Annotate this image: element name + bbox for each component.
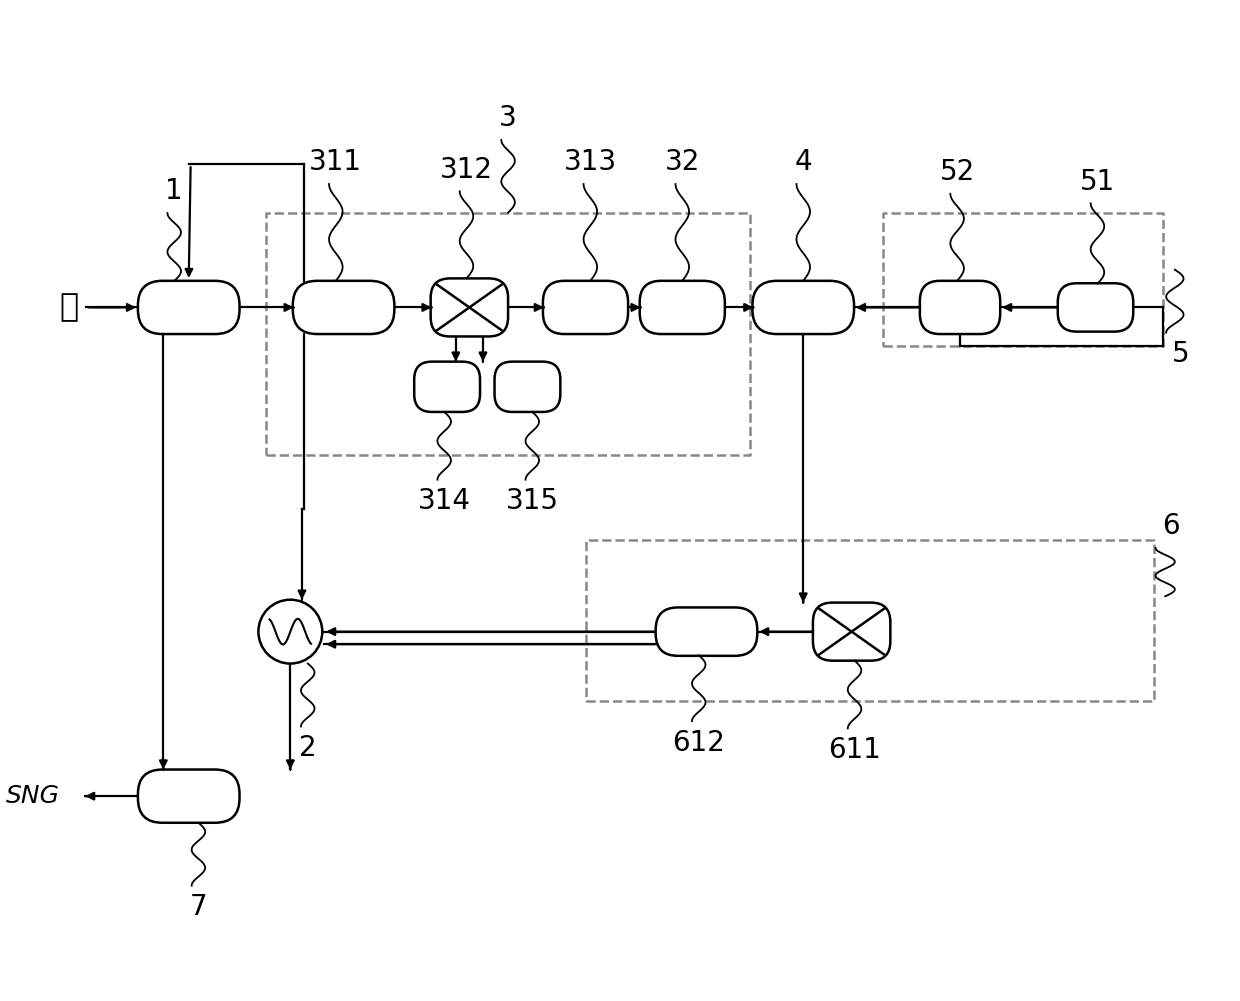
Text: SNG: SNG <box>6 784 60 808</box>
FancyBboxPatch shape <box>813 603 890 661</box>
FancyBboxPatch shape <box>543 281 629 334</box>
FancyBboxPatch shape <box>753 281 854 334</box>
Text: 6: 6 <box>1162 513 1179 541</box>
Text: 7: 7 <box>190 894 207 921</box>
Text: 2: 2 <box>299 734 316 762</box>
Text: 612: 612 <box>672 729 725 757</box>
Circle shape <box>258 600 322 664</box>
FancyBboxPatch shape <box>640 281 725 334</box>
FancyBboxPatch shape <box>138 770 239 823</box>
Text: 314: 314 <box>418 487 471 516</box>
FancyBboxPatch shape <box>293 281 394 334</box>
FancyBboxPatch shape <box>920 281 1001 334</box>
FancyBboxPatch shape <box>656 608 758 656</box>
Text: 水: 水 <box>60 292 78 323</box>
FancyBboxPatch shape <box>138 281 239 334</box>
Text: 5: 5 <box>1172 340 1189 368</box>
Text: 3: 3 <box>500 104 517 132</box>
Text: 51: 51 <box>1080 167 1115 195</box>
Text: 313: 313 <box>564 148 618 176</box>
FancyBboxPatch shape <box>1058 283 1133 331</box>
Text: 311: 311 <box>309 148 362 176</box>
Text: 312: 312 <box>440 155 494 183</box>
Text: 32: 32 <box>665 148 699 176</box>
Text: 4: 4 <box>795 148 812 176</box>
FancyBboxPatch shape <box>495 361 560 412</box>
Text: 611: 611 <box>828 736 880 764</box>
FancyBboxPatch shape <box>414 361 480 412</box>
FancyBboxPatch shape <box>430 278 508 336</box>
Text: 52: 52 <box>940 158 975 186</box>
Text: 315: 315 <box>506 487 559 516</box>
Text: 1: 1 <box>165 177 184 205</box>
